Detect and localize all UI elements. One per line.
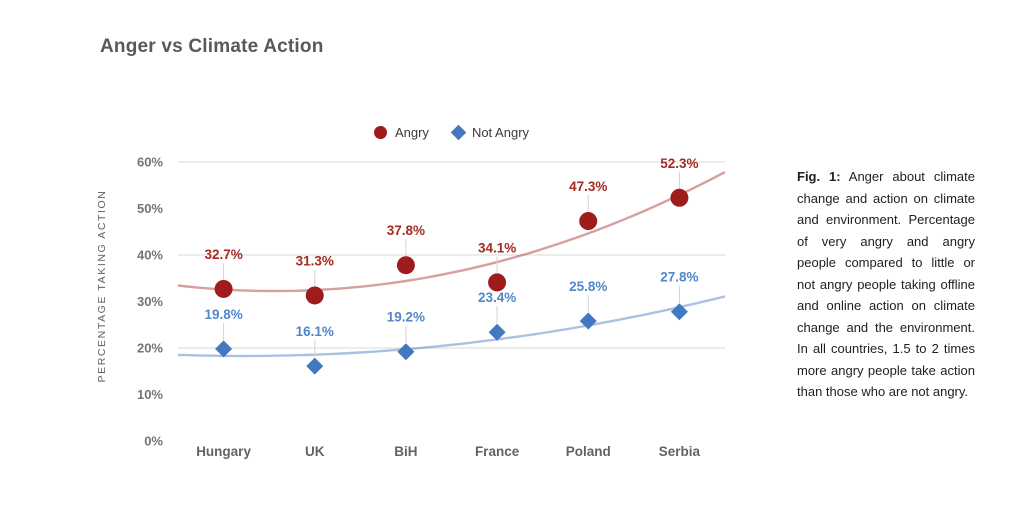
x-axis-label: Serbia	[659, 444, 701, 459]
data-label: 34.1%	[478, 240, 516, 255]
data-point-diamond	[397, 343, 415, 361]
legend-item-angry: Angry	[373, 125, 429, 140]
data-label: 27.8%	[660, 270, 698, 285]
figure-caption-label: Fig. 1:	[797, 169, 841, 184]
figure-caption: Fig. 1: Anger about climate change and a…	[797, 166, 975, 403]
data-point-circle	[305, 286, 324, 305]
data-point-circle	[579, 212, 598, 231]
data-point-diamond	[579, 312, 597, 330]
data-label: 52.3%	[660, 156, 698, 171]
x-axis-label: Hungary	[196, 444, 251, 459]
legend-label-not-angry: Not Angry	[471, 125, 530, 140]
y-tick-label: 40%	[137, 248, 163, 263]
y-tick-label: 60%	[137, 155, 163, 170]
figure-caption-body: Anger about climate change and action on…	[797, 169, 975, 399]
x-axis-label: BiH	[394, 444, 417, 459]
data-point-circle	[214, 279, 233, 298]
data-label: 25.8%	[569, 279, 607, 294]
data-label: 47.3%	[569, 179, 607, 194]
data-label: 16.1%	[296, 324, 334, 339]
y-tick-label: 10%	[137, 387, 163, 402]
data-point-circle	[670, 188, 689, 207]
y-tick-label: 0%	[144, 434, 163, 449]
y-tick-label: 50%	[137, 201, 163, 216]
trend-line-angry	[177, 171, 726, 293]
data-label: 32.7%	[204, 247, 242, 262]
data-label: 37.8%	[387, 223, 425, 238]
data-point-diamond	[670, 303, 688, 321]
y-tick-label: 30%	[137, 294, 163, 309]
data-label: 31.3%	[296, 253, 334, 268]
x-axis-label: France	[475, 444, 520, 459]
chart-title: Anger vs Climate Action	[100, 36, 324, 57]
data-point-diamond	[488, 323, 506, 341]
x-axis-label: Poland	[566, 444, 611, 459]
y-tick-label: 20%	[137, 341, 163, 356]
data-label: 19.8%	[204, 307, 242, 322]
angry-circle-icon	[373, 126, 387, 139]
legend-item-not-angry: Not Angry	[450, 124, 530, 141]
chart-legend: Angry Not Angry	[178, 124, 725, 141]
data-label: 23.4%	[478, 290, 516, 305]
data-point-diamond	[215, 340, 233, 358]
data-point-diamond	[306, 357, 324, 375]
data-point-circle	[488, 273, 507, 292]
legend-label-angry: Angry	[394, 125, 429, 140]
x-axis-label: UK	[305, 444, 325, 459]
trend-line-not-angry	[177, 295, 726, 358]
data-point-circle	[396, 256, 415, 275]
data-label: 19.2%	[387, 310, 425, 325]
